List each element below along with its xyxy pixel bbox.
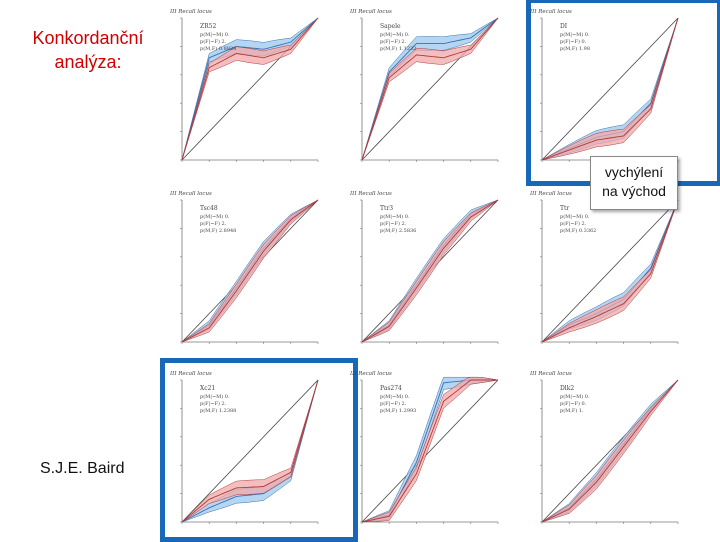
locus-stat: p(M,F) 0.8824 — [200, 45, 236, 52]
concordance-curve-2 — [361, 379, 498, 523]
callout-line-1: vychýlení — [604, 164, 664, 180]
locus-label: Xc21 — [200, 385, 215, 392]
concordance-curve-2 — [541, 199, 679, 343]
locus-stat: p(M,F) 1.2388 — [200, 407, 236, 414]
locus-label: DI — [560, 23, 568, 30]
locus-stat: p(M|~M) 0. — [560, 31, 590, 38]
concordance-curve-2 — [541, 379, 679, 523]
locus-label: Ttr — [560, 205, 569, 212]
locus-label: Ttr3 — [380, 205, 393, 212]
locus-stat: p(F|~F) 2. — [380, 38, 407, 45]
panel-header: III Recall locus — [349, 9, 392, 15]
concordance-curve-2 — [361, 199, 499, 343]
locus-stat: p(M,F) 1. — [560, 407, 584, 414]
locus-label: Sapele — [380, 23, 401, 30]
panel-header: III Recall locus — [349, 191, 392, 197]
panel-header: III Recall locus — [529, 9, 572, 15]
author-credit: S.J.E. Baird — [40, 460, 125, 477]
locus-stat: p(M,F) 1.1232 — [380, 45, 416, 52]
locus-stat: p(M|~M) 0. — [200, 31, 230, 38]
locus-stat: p(F|~F) 2. — [200, 38, 227, 45]
concordance-curve-2 — [361, 17, 499, 161]
diagonal-reference-line — [541, 199, 679, 343]
locus-stat: p(M|~M) 0. — [380, 31, 410, 38]
locus-stat: p(M|~M) 0. — [560, 213, 590, 220]
concordance-plot-3: III Recall locus DIp(M|~M) 0.p(F|~F) 0.p(… — [529, 9, 679, 162]
callout-line-2: na východ — [602, 183, 666, 199]
locus-stat: p(F|~F) 2. — [200, 220, 227, 227]
locus-stat: p(F|~F) 0. — [560, 400, 587, 407]
slide-title: Konkordanční analýza: — [18, 26, 158, 74]
diagonal-reference-line — [361, 379, 499, 523]
concordance-curve-2 — [181, 17, 319, 161]
panel-header: III Recall locus — [529, 191, 572, 197]
diagonal-reference-line — [181, 379, 319, 523]
locus-stat: p(M,F) 2.5836 — [380, 227, 416, 234]
locus-stat: p(M|~M) 0. — [380, 393, 410, 400]
concordance-curve-1 — [361, 17, 499, 161]
concordance-curve-2 — [181, 199, 319, 343]
locus-stat: p(M,F) 1.98 — [560, 45, 590, 52]
east-bias-callout: vychýlení na východ — [590, 156, 678, 210]
locus-stat: p(M,F) 0.3362 — [560, 227, 596, 234]
panel-header: III Recall locus — [349, 371, 392, 377]
panel-header: III Recall locus — [169, 9, 212, 15]
concordance-curve-2 — [181, 379, 319, 523]
locus-label: Pas274 — [380, 385, 402, 392]
panel-header: III Recall locus — [169, 191, 212, 197]
locus-stat: p(M|~M) 0. — [200, 393, 230, 400]
panel-header: III Recall locus — [169, 371, 212, 377]
locus-stat: p(F|~F) 2. — [380, 400, 407, 407]
locus-stat: p(F|~F) 2. — [200, 400, 227, 407]
panel-header: III Recall locus — [529, 371, 572, 377]
locus-label: ZR52 — [200, 23, 217, 30]
locus-stat: p(F|~F) 2. — [380, 220, 407, 227]
locus-stat: p(F|~F) 0. — [560, 38, 587, 45]
title-line-1: Konkordanční — [32, 28, 144, 48]
locus-stat: p(M,F) 2.8948 — [200, 227, 236, 234]
locus-stat: p(M|~M) 0. — [200, 213, 230, 220]
locus-label: Dlk2 — [560, 385, 574, 392]
locus-stat: p(M|~M) 0. — [380, 213, 410, 220]
locus-label: Tsc48 — [200, 205, 218, 212]
diagonal-reference-line — [541, 17, 679, 161]
concordance-curve-1 — [181, 17, 319, 161]
locus-stat: p(F|~F) 2. — [560, 220, 587, 227]
locus-stat: p(M|~M) 0. — [560, 393, 590, 400]
title-line-2: analýza: — [54, 52, 122, 72]
locus-stat: p(M,F) 1.2993 — [380, 407, 416, 414]
concordance-curve-2 — [541, 17, 679, 161]
